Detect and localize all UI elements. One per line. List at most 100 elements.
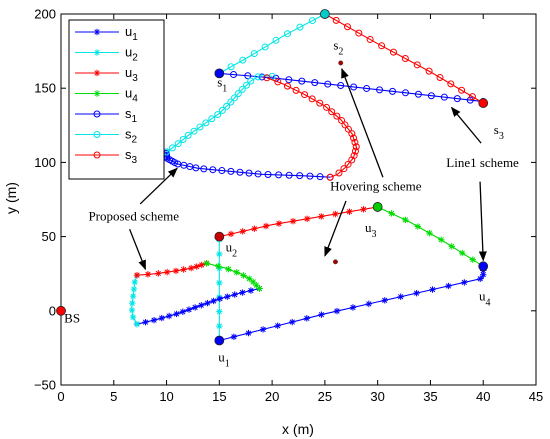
series-s1-point [401, 89, 409, 97]
series-s1-point [230, 71, 238, 79]
hover-point [338, 60, 344, 66]
y-tick-label: −50 [34, 378, 56, 393]
proposed-u1-point [198, 302, 205, 309]
proposed-u4-point [253, 282, 260, 289]
series-s2-point [261, 43, 269, 51]
proposed-u4-point [203, 260, 210, 267]
series-s3-point [401, 54, 409, 62]
proposed-u3-point [187, 264, 195, 272]
proposed-s3-point [292, 86, 300, 94]
proposed-s3-point [326, 173, 334, 181]
series-u2-point [216, 308, 223, 315]
series-s3-point [436, 74, 444, 82]
node-s3-start [478, 98, 489, 108]
series-u1-point [413, 289, 420, 297]
proposed-s2-point [231, 94, 239, 102]
y-tick-label: 0 [49, 303, 56, 318]
proposed-u2-point [131, 278, 138, 286]
proposed-s1-point [218, 167, 226, 175]
y-tick-label: 200 [34, 7, 56, 22]
proposed-s2-point [234, 90, 242, 98]
series-s3-point [447, 80, 455, 88]
proposed-u4-point [250, 278, 257, 286]
series-u1-point [381, 297, 388, 304]
series-s1-point [337, 82, 345, 90]
legend-label-u4: u4 [125, 86, 138, 105]
legend-label-u2: u2 [125, 45, 138, 64]
series-s3-point [458, 86, 466, 94]
proposed-s1-point [200, 165, 208, 173]
series-u3-point [239, 228, 246, 235]
x-tick-label: 45 [529, 389, 543, 404]
legend-marker-u4 [93, 90, 101, 97]
point-label: u4 [479, 288, 491, 308]
node-u1-start [214, 335, 225, 346]
series-s2-line [219, 13, 326, 74]
series-s1-point [466, 96, 474, 104]
series-u1-point [259, 326, 267, 333]
series-u2-point [216, 250, 223, 258]
series-u1-point [230, 333, 238, 340]
series-s3-point [425, 67, 433, 75]
proposed-s2-line [166, 74, 273, 153]
proposed-s3-point [348, 130, 356, 138]
y-tick-label: 100 [34, 155, 56, 170]
series-s3-point [355, 29, 363, 37]
series-s2-point [284, 30, 292, 38]
proposed-s3-point [263, 74, 271, 82]
series-s3-point [378, 42, 386, 50]
x-tick-label: 20 [265, 389, 279, 404]
series-s1-point [376, 86, 384, 94]
series-s1-point [363, 84, 371, 92]
proposed-s1-point [296, 172, 304, 180]
proposed-s2-point [227, 98, 235, 106]
series-u4-point [448, 243, 455, 250]
proposed-u4-point [225, 265, 232, 273]
proposed-s2-point [196, 123, 204, 131]
proposed-u3-point [163, 268, 171, 276]
x-tick-label: 25 [318, 389, 332, 404]
proposed-s1-point [236, 168, 244, 176]
series-s3-point [332, 16, 340, 24]
series-s2-point [272, 36, 280, 44]
proposed-u3-point [172, 267, 180, 275]
proposed-u2-point [129, 299, 136, 307]
series-u3-point [289, 218, 297, 225]
series-s1-point [414, 90, 422, 98]
series-u1-point [333, 307, 341, 315]
proposed-s3-point [351, 147, 359, 155]
series-u1-point [318, 311, 325, 318]
proposed-u2-point [128, 306, 136, 314]
proposed-s3-point [351, 138, 359, 146]
proposed-s3-point [323, 103, 331, 111]
legend-label-s1: s1 [125, 106, 138, 125]
series-u3-point [360, 206, 367, 213]
proposed-u2-point [130, 285, 138, 293]
series-u1-line [219, 266, 484, 342]
proposed-u1-point [204, 299, 211, 307]
series-u1-point [461, 279, 468, 286]
series-s1-point [440, 93, 448, 101]
node-u3-start [372, 202, 383, 212]
series-u3-point [262, 222, 270, 230]
proposed-s3-point [344, 160, 352, 168]
proposed-u3-point [180, 266, 187, 273]
proposed-s2-point [190, 127, 198, 135]
proposed-u1-point [150, 316, 158, 324]
proposed-s3-point [308, 95, 316, 103]
series-u4-point [402, 216, 409, 224]
proposed-s3-point [333, 112, 341, 120]
proposed-u3-point [155, 270, 162, 277]
series-u4-point [438, 236, 445, 243]
proposed-u1-point [231, 291, 238, 298]
proposed-s3-point [341, 121, 349, 129]
proposed-s3-point [316, 99, 324, 107]
proposed-u3-point [144, 271, 152, 278]
series-s1-point [258, 73, 266, 81]
series-s2-point [239, 56, 247, 64]
proposed-s3-point [335, 169, 343, 177]
proposed-s3-line [266, 77, 358, 178]
legend-marker-s3 [93, 151, 101, 159]
node-s2-start [319, 9, 330, 19]
